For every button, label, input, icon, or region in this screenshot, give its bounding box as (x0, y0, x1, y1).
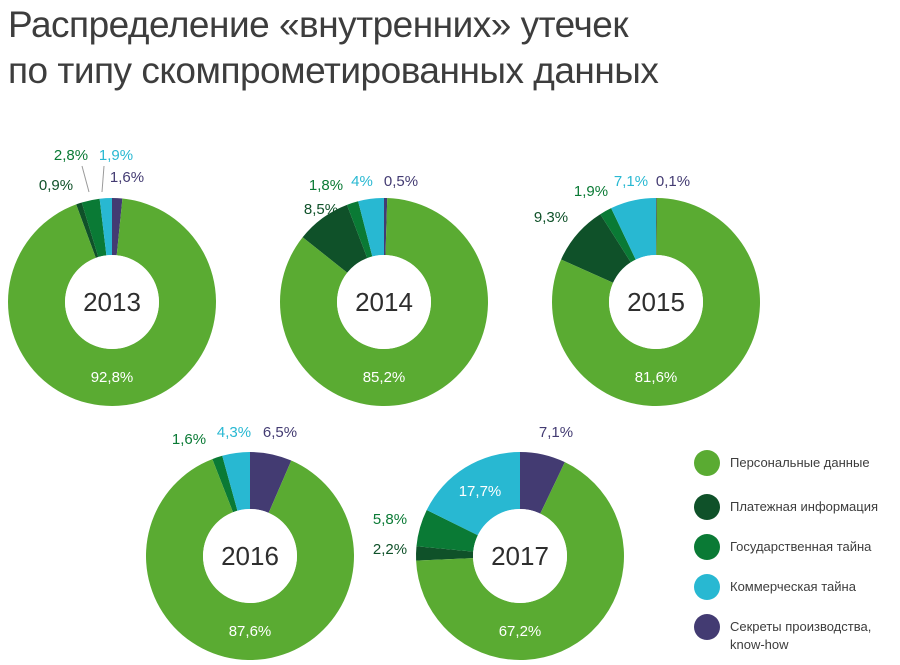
donut-hole-2015 (609, 255, 703, 349)
legend-item-commercial: Коммерческая тайна (694, 574, 856, 600)
data-label-2016-personal: 87,6% (229, 623, 272, 640)
chart-title-line-1: Распределение «внутренних» утечек (8, 4, 629, 45)
slice-2013-secrets (112, 198, 123, 256)
slice-2016-personal (146, 459, 354, 660)
slice-2015-state (600, 208, 636, 263)
data-label-2015-commercial: 7,1% (614, 173, 648, 190)
slice-2017-secrets (520, 452, 565, 514)
leader-line-2013-1 (101, 165, 105, 193)
data-label-2014-commercial: 4% (351, 173, 373, 190)
donut-2014: 2014 85,2% 8,5% 1,8% 4% 0,5% (280, 173, 488, 406)
slice-2016-state (212, 455, 238, 513)
data-label-2016-commercial: 4,3% (217, 424, 251, 441)
legend-label-commercial: Коммерческая тайна (730, 579, 856, 594)
slice-2014-payment (302, 204, 368, 273)
slice-2017-payment (416, 546, 474, 561)
slice-2017-personal (416, 462, 625, 661)
slice-2013-commercial (99, 198, 112, 256)
data-label-2017-payment: 2,2% (373, 541, 407, 558)
legend-label-state: Государственная тайна (730, 539, 872, 554)
year-label-2013: 2013 (83, 287, 141, 317)
slice-2014-commercial (358, 198, 384, 257)
chart-title-line-2: по типу скомпрометированных данных (8, 50, 659, 91)
data-label-2017-personal: 67,2% (499, 623, 542, 640)
data-label-2015-personal: 81,6% (635, 369, 678, 386)
legend-label-personal: Персональные данные (730, 455, 870, 470)
data-label-2017-secrets: 7,1% (539, 424, 573, 441)
slice-2015-personal (552, 198, 761, 407)
data-label-2013-payment: 0,9% (39, 177, 73, 194)
legend-item-payment: Платежная информация (694, 494, 878, 520)
data-label-2015-payment: 9,3% (534, 209, 568, 226)
slice-2016-secrets (250, 452, 292, 513)
legend-item-personal: Персональные данные (694, 450, 870, 476)
donut-hole-2014 (337, 255, 431, 349)
data-label-2016-secrets: 6,5% (263, 424, 297, 441)
data-label-2014-state: 1,8% (309, 177, 343, 194)
slice-2013-payment (76, 202, 99, 258)
data-label-2014-secrets: 0,5% (384, 173, 418, 190)
slice-2014-personal (280, 198, 488, 406)
slice-2016-commercial (222, 452, 250, 511)
data-label-2013-state: 2,8% (54, 147, 88, 164)
legend-swatch-state (694, 534, 720, 560)
slice-2017-state (416, 509, 478, 552)
donut-2016: 2016 87,6% 1,6% 4,3% 6,5% (146, 424, 354, 660)
donut-2017: 2017 67,2% 17,7% 2,2% 5,8% 7,1% (373, 424, 625, 661)
donut-hole-2013 (65, 255, 159, 349)
donut-hole-2016 (203, 509, 297, 603)
leader-line-2013-0 (81, 165, 90, 193)
legend-swatch-commercial (694, 574, 720, 600)
slice-2015-commercial (611, 198, 656, 260)
slice-2013-personal (7, 198, 216, 407)
donut-2015: 2015 81,6% 9,3% 1,9% 7,1% 0,1% (534, 173, 761, 407)
donut-2013: 2013 92,8% 0,9% 2,8% 1,9% 1,6% (7, 147, 216, 407)
slice-2013-state (81, 198, 107, 258)
data-label-2015-secrets: 0,1% (656, 173, 690, 190)
legend-label-secrets: Секреты производства, know-how (730, 619, 872, 652)
slice-2014-state (346, 201, 373, 259)
legend-label-payment: Платежная информация (730, 499, 879, 514)
year-label-2016: 2016 (221, 541, 279, 571)
legend-item-secrets: Секреты производства, know-how (694, 614, 871, 654)
slice-2015-payment (561, 214, 631, 283)
data-label-2014-payment: 8,5% (304, 201, 338, 218)
data-label-2013-commercial: 1,9% (99, 147, 133, 164)
data-label-2014-personal: 85,2% (363, 369, 406, 386)
donut-hole-2017 (473, 509, 567, 603)
data-label-2017-commercial: 17,7% (459, 483, 502, 500)
legend-swatch-secrets (694, 614, 720, 640)
slice-2015-secrets (656, 198, 657, 256)
slice-2017-commercial (426, 452, 520, 536)
year-label-2014: 2014 (355, 287, 413, 317)
legend-item-state: Государственная тайна (694, 534, 871, 560)
slice-2014-secrets (384, 198, 388, 256)
data-label-2013-personal: 92,8% (91, 369, 134, 386)
legend-swatch-personal (694, 450, 720, 476)
legend-swatch-payment (694, 494, 720, 520)
data-label-2017-state: 5,8% (373, 511, 407, 528)
year-label-2017: 2017 (491, 541, 549, 571)
data-label-2013-secrets: 1,6% (110, 169, 144, 186)
data-label-2016-state: 1,6% (172, 431, 206, 448)
chart-title: Распределение «внутренних» утечек по тип… (8, 2, 888, 94)
data-label-2015-state: 1,9% (574, 183, 608, 200)
year-label-2015: 2015 (627, 287, 685, 317)
